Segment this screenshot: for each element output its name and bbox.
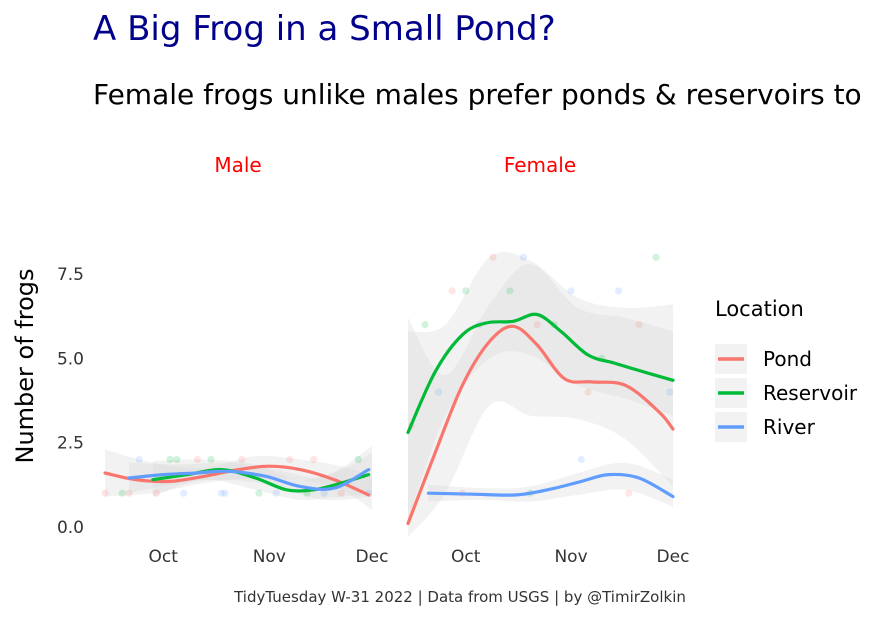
legend-label-pond: Pond bbox=[763, 347, 812, 371]
data-point-male bbox=[221, 489, 229, 497]
data-point-male bbox=[207, 455, 215, 464]
data-point-female bbox=[448, 287, 456, 295]
trend-line-male-river bbox=[127, 468, 371, 491]
panel-male bbox=[101, 446, 373, 510]
legend-label-river: River bbox=[763, 415, 816, 439]
data-point-male bbox=[166, 455, 174, 464]
data-point-male bbox=[255, 489, 263, 497]
ci-band-female-river bbox=[428, 462, 673, 507]
data-point-female bbox=[652, 253, 660, 261]
data-point-male bbox=[118, 489, 126, 497]
data-point-female bbox=[533, 321, 541, 329]
caption: TidyTuesday W-31 2022 | Data from USGS |… bbox=[233, 588, 686, 606]
data-point-male bbox=[173, 455, 181, 464]
ci-band-male-pond bbox=[105, 449, 372, 510]
x-tick-label: Dec bbox=[657, 547, 690, 567]
legend-item-reservoir: Reservoir bbox=[715, 378, 858, 408]
data-point-female bbox=[506, 287, 514, 295]
trend-line-female-river bbox=[426, 472, 675, 499]
y-tick-label: 2.5 bbox=[57, 434, 84, 454]
data-point-female bbox=[625, 489, 633, 497]
trend-line-female-pond bbox=[406, 324, 675, 526]
y-axis-ticks: 0.0 2.5 5.0 7.5 bbox=[57, 265, 84, 538]
trend-line-female-reservoir bbox=[406, 312, 675, 435]
panel-female bbox=[406, 251, 675, 537]
data-point-female bbox=[489, 253, 497, 261]
trend-line-male-pond bbox=[103, 464, 371, 497]
data-point-male bbox=[354, 455, 362, 464]
y-tick-label: 7.5 bbox=[57, 265, 84, 285]
y-axis-label: Number of frogs bbox=[11, 268, 39, 463]
chart-title: A Big Frog in a Small Pond? bbox=[93, 9, 556, 49]
data-point-female bbox=[615, 287, 623, 295]
data-point-female bbox=[577, 455, 585, 464]
data-point-male bbox=[337, 489, 345, 497]
data-point-male bbox=[125, 489, 133, 497]
data-point-female bbox=[584, 388, 592, 396]
legend-item-pond: Pond bbox=[715, 344, 812, 374]
data-point-male bbox=[135, 455, 143, 464]
chart-subtitle: Female frogs unlike males prefer ponds &… bbox=[93, 78, 862, 111]
data-point-female bbox=[519, 253, 528, 261]
legend-title: Location bbox=[715, 297, 804, 321]
data-point-male bbox=[238, 455, 246, 464]
y-tick-label: 0.0 bbox=[57, 518, 84, 538]
data-point-male bbox=[272, 489, 280, 497]
legend-label-reservoir: Reservoir bbox=[763, 381, 858, 405]
data-point-female bbox=[421, 321, 429, 329]
data-point-male bbox=[193, 455, 202, 464]
data-point-male bbox=[101, 489, 109, 497]
y-tick-label: 5.0 bbox=[57, 349, 84, 369]
ci-band-female-reservoir bbox=[408, 251, 673, 521]
data-point-male bbox=[152, 489, 160, 497]
data-point-female bbox=[434, 388, 443, 396]
legend: Location Pond Reservoir River bbox=[715, 297, 858, 442]
legend-item-river: River bbox=[715, 412, 816, 442]
x-tick-label: Dec bbox=[356, 547, 389, 567]
data-point-female bbox=[567, 287, 575, 295]
data-point-female bbox=[666, 388, 674, 396]
x-tick-label: Oct bbox=[148, 547, 178, 567]
data-point-female bbox=[635, 321, 643, 329]
data-point-male bbox=[286, 455, 294, 464]
data-point-male bbox=[217, 489, 225, 497]
ci-band-female-pond bbox=[408, 263, 673, 537]
x-tick-label: Nov bbox=[253, 547, 286, 567]
facet-label-male: Male bbox=[214, 153, 261, 177]
x-tick-label: Nov bbox=[554, 547, 587, 567]
data-point-male bbox=[310, 455, 318, 464]
facet-label-female: Female bbox=[504, 153, 576, 177]
data-point-male bbox=[180, 489, 188, 497]
data-point-male bbox=[320, 489, 328, 497]
x-axis-ticks: Oct Nov Dec Oct Nov Dec bbox=[148, 547, 689, 567]
data-point-female bbox=[462, 287, 470, 295]
x-tick-label: Oct bbox=[451, 547, 481, 567]
